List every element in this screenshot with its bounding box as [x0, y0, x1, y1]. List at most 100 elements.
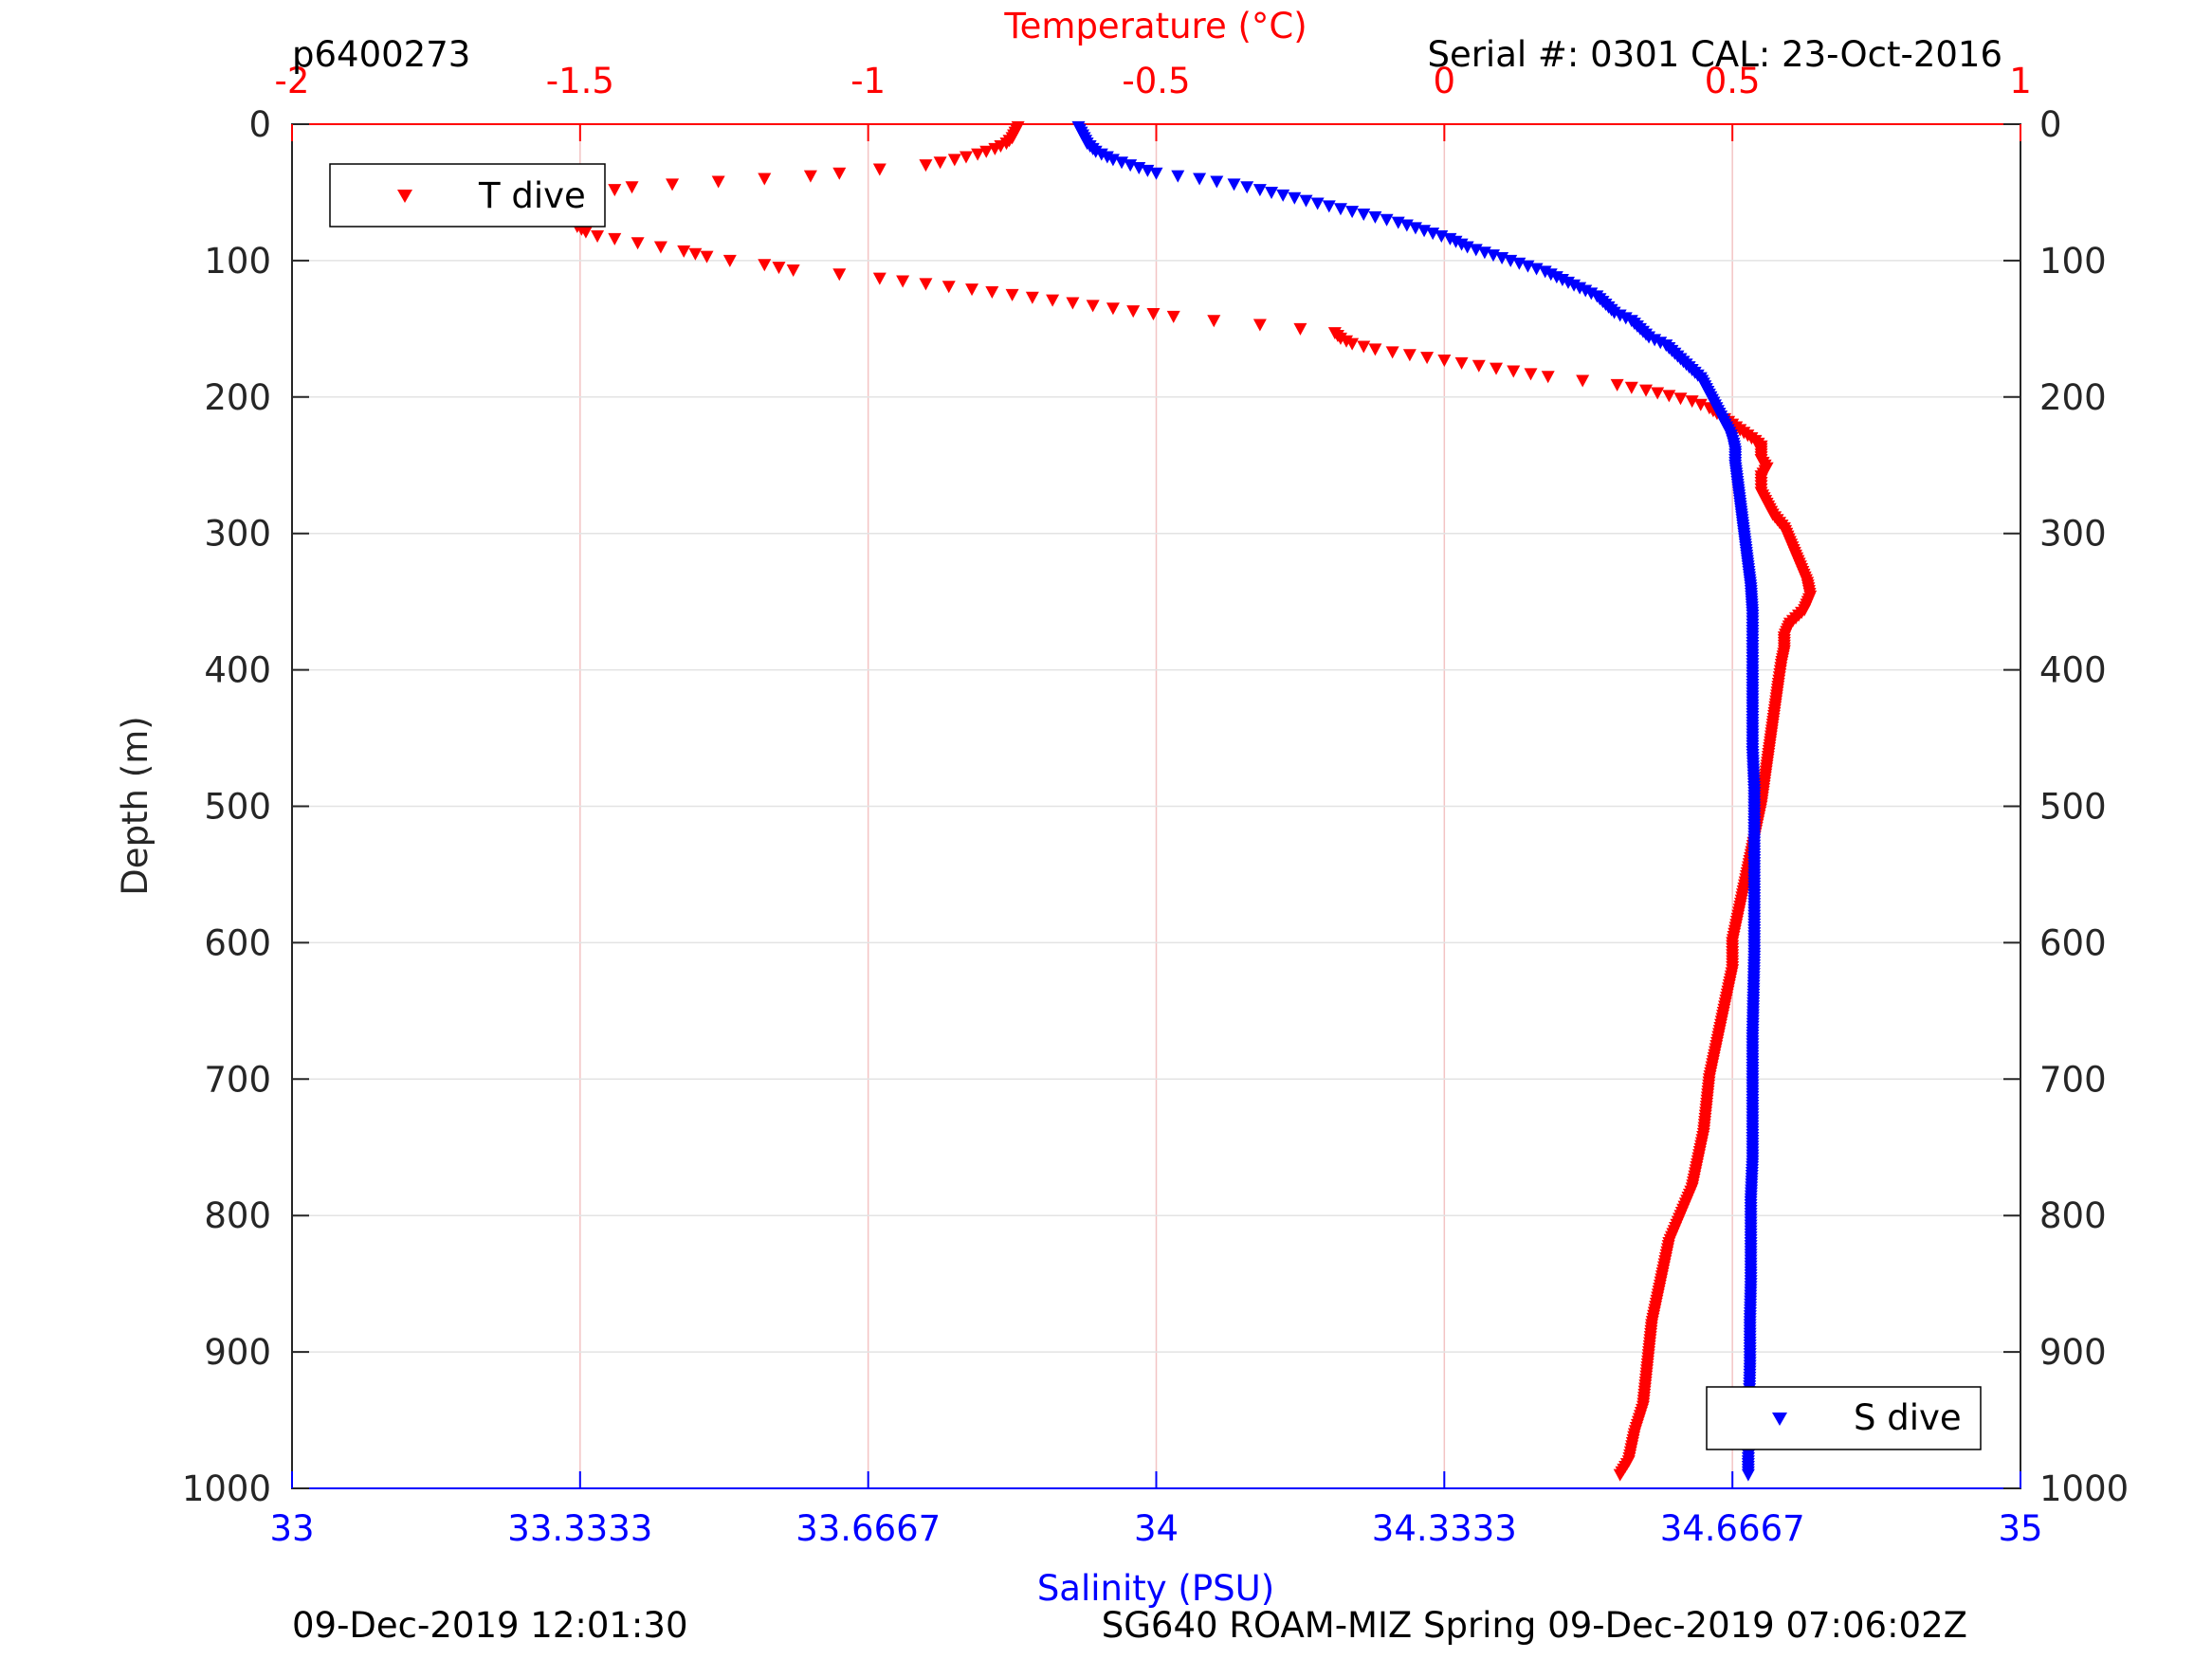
salinity-point	[1149, 167, 1163, 180]
temperature-point	[1252, 319, 1267, 332]
salinity-legend-marker	[1772, 1413, 1787, 1426]
serial-calibration: Serial #: 0301 CAL: 23-Oct-2016	[1427, 34, 2002, 75]
depth-tick-label-right: 400	[2039, 650, 2107, 691]
temperature-point	[803, 170, 817, 183]
temperature-point	[578, 226, 593, 239]
salinity-tick-label: 33.3333	[507, 1508, 652, 1549]
profile-id: p6400273	[292, 34, 470, 75]
depth-tick-label-right: 700	[2039, 1059, 2107, 1100]
salinity-point	[1741, 1468, 1755, 1482]
salinity-point	[1276, 189, 1290, 202]
temperature-point	[666, 178, 680, 191]
temperature-point	[1541, 371, 1555, 384]
salinity-point	[1227, 178, 1241, 191]
temperature-point	[631, 237, 645, 250]
temperature-tick-label: -0.5	[1122, 61, 1190, 101]
temperature-legend-label: T dive	[478, 175, 586, 216]
depth-tick-label-right: 1000	[2039, 1468, 2129, 1509]
salinity-tick-label: 33	[269, 1508, 314, 1549]
temperature-point	[1507, 365, 1521, 378]
salinity-legend-label: S dive	[1854, 1397, 1962, 1438]
temperature-point	[1673, 392, 1688, 406]
temperature-point	[872, 163, 887, 176]
temperature-point	[1472, 359, 1486, 373]
depth-tick-label-right: 0	[2039, 104, 2062, 145]
temperature-point	[700, 250, 714, 264]
salinity-axis: 33 33.3333 33.6667 34 34.3333 34.6667 35	[269, 1471, 2043, 1549]
salinity-point	[1310, 197, 1325, 210]
temperature-tick-label: 1	[2009, 61, 2032, 101]
temperature-point	[1651, 387, 1665, 400]
temperature-point	[1345, 337, 1360, 351]
salinity-point	[1252, 184, 1267, 197]
temperature-point	[1402, 349, 1417, 362]
temperature-point	[919, 278, 933, 291]
temperature-point	[711, 175, 725, 189]
depth-gridlines	[292, 260, 2020, 1353]
depth-axis: 0 0 100 100 200 200 300 300 400 400 500 500 600 600 70…	[182, 104, 2129, 1509]
temperature-point	[971, 148, 985, 161]
temperature-point	[1106, 302, 1120, 316]
temperature-point	[1610, 378, 1624, 392]
temperature-point	[688, 247, 703, 261]
salinity-point	[1171, 170, 1185, 183]
depth-tick-label-right: 500	[2039, 787, 2107, 828]
temperature-point	[758, 259, 772, 272]
salinity-point	[1380, 213, 1394, 227]
temperature-point	[1662, 390, 1676, 403]
depth-tick-label-left: 100	[204, 241, 271, 282]
temperature-point	[1293, 322, 1307, 336]
temperature-tick-label: 0.5	[1705, 61, 1761, 101]
temperature-point	[1639, 384, 1654, 397]
salinity-axis-label: Salinity (PSU)	[1037, 1568, 1274, 1609]
depth-tick-label-left: 500	[204, 787, 271, 828]
depth-tick-label-left: 900	[204, 1332, 271, 1373]
temperature-point	[1490, 362, 1504, 375]
temperature-axis: -2 -1.5 -1 -0.5 0 0.5 1	[275, 61, 2032, 141]
salinity-point	[1345, 206, 1360, 219]
depth-tick-label-right: 300	[2039, 514, 2107, 555]
plot-timestamp: 09-Dec-2019 12:01:30	[292, 1605, 687, 1646]
temperature-point	[608, 232, 622, 246]
depth-tick-label-left: 600	[204, 922, 271, 963]
depth-tick-label-left: 700	[204, 1059, 271, 1100]
temperature-point	[1368, 343, 1382, 356]
temperature-point	[832, 167, 847, 180]
temperature-point	[896, 275, 910, 288]
temperature-point	[1454, 356, 1469, 370]
salinity-point	[1333, 203, 1347, 216]
depth-tick-label-left: 200	[204, 377, 271, 418]
temperature-tick-label: 0	[1434, 61, 1456, 101]
temperature-legend-marker	[397, 190, 412, 203]
temperature-point	[919, 159, 933, 173]
temperature-point	[1025, 291, 1039, 304]
depth-tick-label-left: 800	[204, 1195, 271, 1236]
temperature-point	[941, 281, 956, 294]
salinity-point	[1193, 173, 1207, 186]
temperature-series	[567, 120, 1818, 1482]
temperature-tick-label: -1	[850, 61, 886, 101]
temperature-point	[1207, 315, 1221, 328]
temperature-point	[933, 156, 947, 170]
temperature-tick-label: -1.5	[546, 61, 614, 101]
depth-tick-label-right: 100	[2039, 241, 2107, 282]
depth-tick-label-right: 900	[2039, 1332, 2107, 1373]
salinity-tick-label: 34.6667	[1660, 1508, 1805, 1549]
depth-axis-label: Depth (m)	[115, 716, 155, 895]
depth-tick-label-right: 200	[2039, 377, 2107, 418]
temperature-legend-box	[329, 163, 606, 228]
temperature-point	[1086, 300, 1100, 313]
temperature-point	[872, 272, 887, 285]
temperature-point	[959, 151, 973, 164]
temperature-point	[677, 245, 691, 258]
temperature-point	[1357, 340, 1371, 354]
temperature-legend: T dive	[329, 163, 606, 228]
temperature-point	[591, 229, 605, 243]
salinity-tick-label: 35	[1998, 1508, 2042, 1549]
temperature-point	[786, 264, 800, 277]
temperature-point	[832, 268, 847, 282]
temperature-point	[1126, 305, 1141, 319]
depth-tick-label-left: 300	[204, 514, 271, 555]
temperature-point	[1146, 308, 1161, 321]
